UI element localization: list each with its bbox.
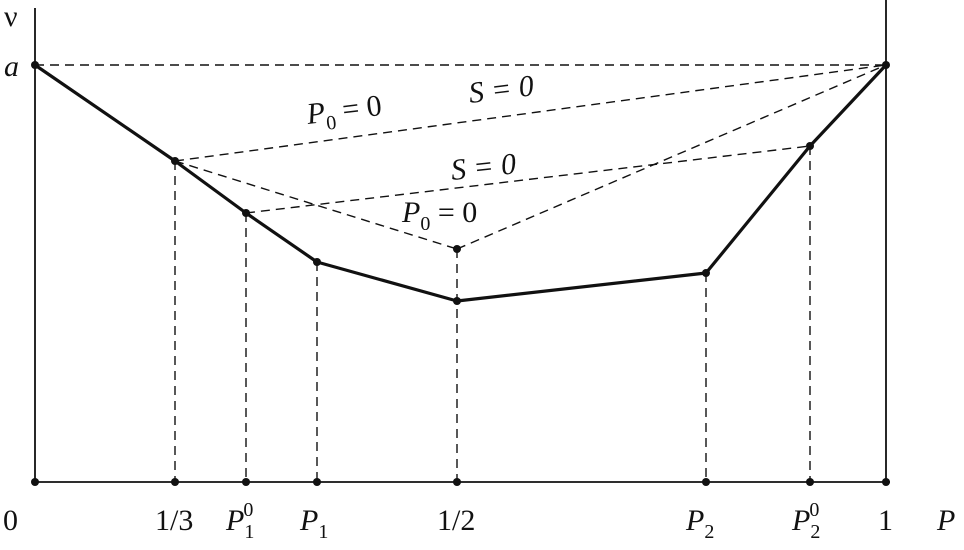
y-axis-label: ν (4, 0, 18, 33)
tick-p1 (313, 478, 321, 486)
point-dashed-vertex (453, 245, 461, 253)
tick-1-3 (171, 478, 179, 486)
point-p2 (702, 269, 710, 277)
dashed-line-p0-lower-left (174, 160, 458, 250)
dashed-line-s-lower (245, 145, 811, 214)
label-p0-upper: P0 = 0 (304, 89, 384, 137)
vertical-drop-lines (174, 146, 811, 482)
tick-0 (31, 478, 39, 486)
points (31, 61, 890, 486)
label-s-lower: S = 0 (449, 147, 517, 187)
point-1-a (882, 61, 890, 69)
point-1-3 (171, 157, 179, 165)
dashed-line-p0-lower-right (456, 64, 887, 250)
tick-p2 (702, 478, 710, 486)
x-tick-1: 1 (878, 504, 893, 537)
x-axis-label: P (936, 504, 955, 537)
solid-curve (34, 63, 888, 303)
x-tick-1-2: 1/2 (437, 504, 475, 537)
x-tick-p1-0: P10 (225, 499, 254, 543)
tick-p1-0 (242, 478, 250, 486)
point-p2-0 (806, 142, 814, 150)
point-a (31, 61, 39, 69)
x-tick-p1: P1 (299, 504, 328, 543)
label-s-upper: S = 0 (467, 69, 536, 110)
x-tick-p2: P2 (685, 504, 714, 543)
point-1-2 (453, 297, 461, 305)
tick-1-2 (453, 478, 461, 486)
point-p1 (313, 258, 321, 266)
x-tick-0: 0 (3, 504, 18, 537)
label-p0-lower: P0 = 0 (401, 196, 477, 235)
tick-1 (882, 478, 890, 486)
tick-p2-0 (806, 478, 814, 486)
point-p1-0 (242, 209, 250, 217)
x-tick-p2-0: P20 (791, 499, 820, 543)
x-tick-1-3: 1/3 (155, 504, 193, 537)
y-tick-a: a (4, 50, 19, 83)
